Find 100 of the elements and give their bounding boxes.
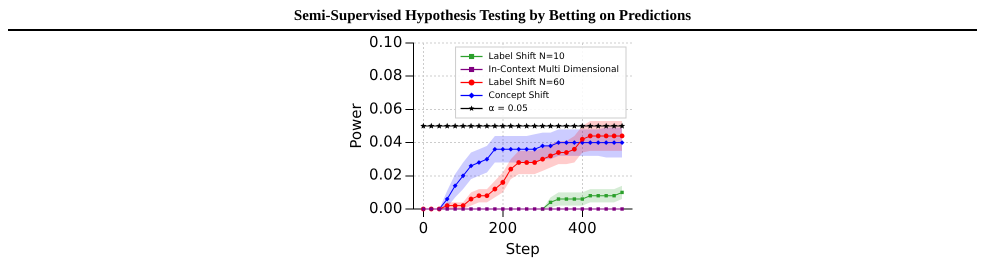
- point: [532, 160, 538, 165]
- point: [476, 193, 482, 198]
- point: [603, 122, 610, 129]
- point: [484, 193, 490, 198]
- point: [588, 194, 592, 198]
- y-axis-title: Power: [346, 102, 365, 149]
- point: [556, 150, 561, 155]
- y-tick-label: 0.02: [368, 166, 402, 184]
- point: [595, 122, 602, 129]
- point: [612, 194, 616, 198]
- point: [540, 156, 545, 162]
- legend-label: Label Shift N=10: [488, 52, 566, 62]
- point: [509, 207, 512, 211]
- point: [612, 140, 617, 145]
- point: [572, 207, 576, 211]
- point: [571, 122, 578, 129]
- point: [572, 140, 577, 145]
- point: [620, 207, 624, 211]
- point: [556, 140, 561, 145]
- point: [524, 122, 530, 129]
- point: [540, 122, 546, 129]
- point: [452, 183, 458, 188]
- point: [604, 207, 608, 211]
- point: [580, 136, 585, 142]
- point: [587, 122, 594, 129]
- point: [620, 140, 624, 145]
- y-tick-label: 0.10: [368, 32, 402, 51]
- point: [596, 194, 600, 198]
- point: [564, 150, 569, 155]
- point: [596, 207, 600, 211]
- point: [596, 140, 601, 145]
- point: [612, 134, 617, 138]
- point: [596, 134, 601, 138]
- point: [548, 200, 552, 204]
- point: [532, 207, 536, 211]
- point: [620, 190, 624, 194]
- point: [540, 144, 545, 148]
- point: [484, 156, 490, 162]
- point: [572, 146, 577, 152]
- point: [580, 197, 584, 201]
- point: [564, 207, 568, 211]
- point: [524, 160, 530, 165]
- point: [452, 122, 458, 129]
- y-tick-label: 0.04: [368, 132, 402, 150]
- y-tick-label: 0.06: [368, 99, 402, 118]
- point: [484, 122, 490, 129]
- point: [548, 153, 553, 158]
- point: [517, 207, 520, 211]
- x-tick-label: 0: [418, 218, 428, 237]
- point: [492, 186, 498, 192]
- point: [588, 207, 592, 211]
- legend-label: Concept Shift: [488, 90, 550, 101]
- chart-title: Semi-Supervised Hypothesis Testing by Betting on Predictions: [8, 8, 977, 31]
- x-tick-label: 400: [568, 218, 597, 237]
- point: [619, 122, 626, 129]
- point: [588, 140, 593, 145]
- y-tick-label: 0.00: [368, 198, 402, 217]
- point: [547, 122, 554, 129]
- point: [508, 166, 514, 172]
- point: [604, 140, 609, 145]
- point: [476, 122, 482, 129]
- legend-label: α = 0.05: [488, 104, 528, 114]
- point: [604, 134, 609, 138]
- point: [612, 207, 616, 211]
- point: [453, 207, 457, 211]
- point: [579, 122, 586, 129]
- point: [563, 122, 570, 129]
- point: [500, 180, 506, 185]
- point: [508, 122, 514, 129]
- point: [524, 207, 528, 211]
- point: [444, 196, 450, 202]
- point: [588, 134, 593, 138]
- point: [611, 122, 618, 129]
- point: [461, 207, 465, 211]
- legend-label: In-Context Multi Dimensional: [488, 64, 620, 75]
- point: [468, 163, 474, 168]
- point: [493, 207, 497, 211]
- point: [445, 207, 449, 211]
- point: [516, 122, 522, 129]
- point: [501, 207, 505, 211]
- x-axis-title: Step: [506, 240, 540, 258]
- point: [604, 194, 608, 198]
- point: [436, 122, 442, 129]
- point: [532, 146, 538, 152]
- point: [444, 122, 450, 129]
- point: [620, 134, 624, 138]
- point: [548, 144, 553, 148]
- legend-label: Label Shift N=60: [488, 78, 566, 88]
- point: [572, 197, 576, 201]
- point: [420, 122, 426, 129]
- point: [460, 122, 466, 129]
- point: [468, 196, 474, 202]
- point: [428, 122, 434, 129]
- point: [555, 122, 562, 129]
- point: [492, 122, 498, 129]
- point: [492, 146, 498, 152]
- point: [564, 140, 569, 145]
- point: [500, 122, 506, 129]
- point: [564, 197, 568, 201]
- point: [468, 122, 474, 129]
